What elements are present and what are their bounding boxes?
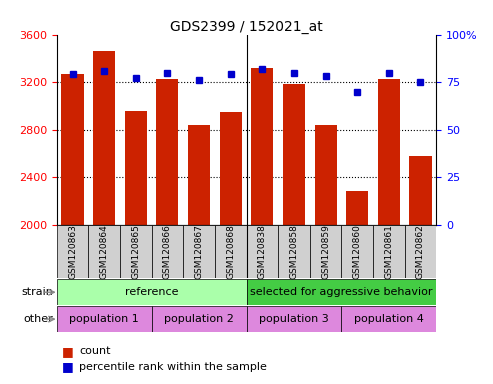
Bar [246, 306, 341, 332]
Bar [346, 191, 368, 225]
Text: GSM120861: GSM120861 [385, 224, 393, 279]
Text: population 4: population 4 [354, 314, 424, 324]
Bar [120, 225, 152, 278]
Text: GSM120864: GSM120864 [100, 224, 108, 279]
Bar [341, 306, 436, 332]
Bar [62, 74, 84, 225]
Bar [373, 225, 405, 278]
Text: GSM120866: GSM120866 [163, 224, 172, 279]
Text: other: other [23, 314, 53, 324]
Bar [183, 225, 215, 278]
Text: population 1: population 1 [70, 314, 139, 324]
Bar [88, 225, 120, 278]
Text: GSM120860: GSM120860 [352, 224, 362, 279]
Bar [246, 225, 278, 278]
Text: reference: reference [125, 287, 178, 297]
Bar [125, 111, 147, 225]
Text: population 2: population 2 [164, 314, 234, 324]
Title: GDS2399 / 152021_at: GDS2399 / 152021_at [170, 20, 323, 33]
Bar [315, 125, 337, 225]
Text: percentile rank within the sample: percentile rank within the sample [79, 362, 267, 372]
Bar [152, 225, 183, 278]
Bar [246, 279, 436, 305]
Text: GSM120863: GSM120863 [68, 224, 77, 279]
Bar [57, 225, 88, 278]
Bar [152, 306, 246, 332]
Text: GSM120862: GSM120862 [416, 224, 425, 279]
Bar [310, 225, 341, 278]
Text: ■: ■ [62, 360, 73, 373]
Bar [378, 78, 400, 225]
Bar [93, 51, 115, 225]
Bar [57, 306, 152, 332]
Bar [405, 225, 436, 278]
Text: count: count [79, 346, 110, 356]
Bar [156, 78, 178, 225]
Bar [188, 125, 210, 225]
Bar [215, 225, 246, 278]
Bar [283, 84, 305, 225]
Bar [278, 225, 310, 278]
Text: GSM120867: GSM120867 [195, 224, 204, 279]
Text: GSM120838: GSM120838 [258, 224, 267, 279]
Text: GSM120859: GSM120859 [321, 224, 330, 279]
Text: population 3: population 3 [259, 314, 329, 324]
Text: GSM120865: GSM120865 [131, 224, 141, 279]
Bar [409, 156, 431, 225]
Text: GSM120868: GSM120868 [226, 224, 235, 279]
Bar [341, 225, 373, 278]
Text: GSM120858: GSM120858 [289, 224, 298, 279]
Bar [219, 112, 242, 225]
Text: ■: ■ [62, 345, 73, 358]
Text: strain: strain [21, 287, 53, 297]
Bar [251, 68, 274, 225]
Bar [57, 279, 246, 305]
Text: selected for aggressive behavior: selected for aggressive behavior [250, 287, 433, 297]
